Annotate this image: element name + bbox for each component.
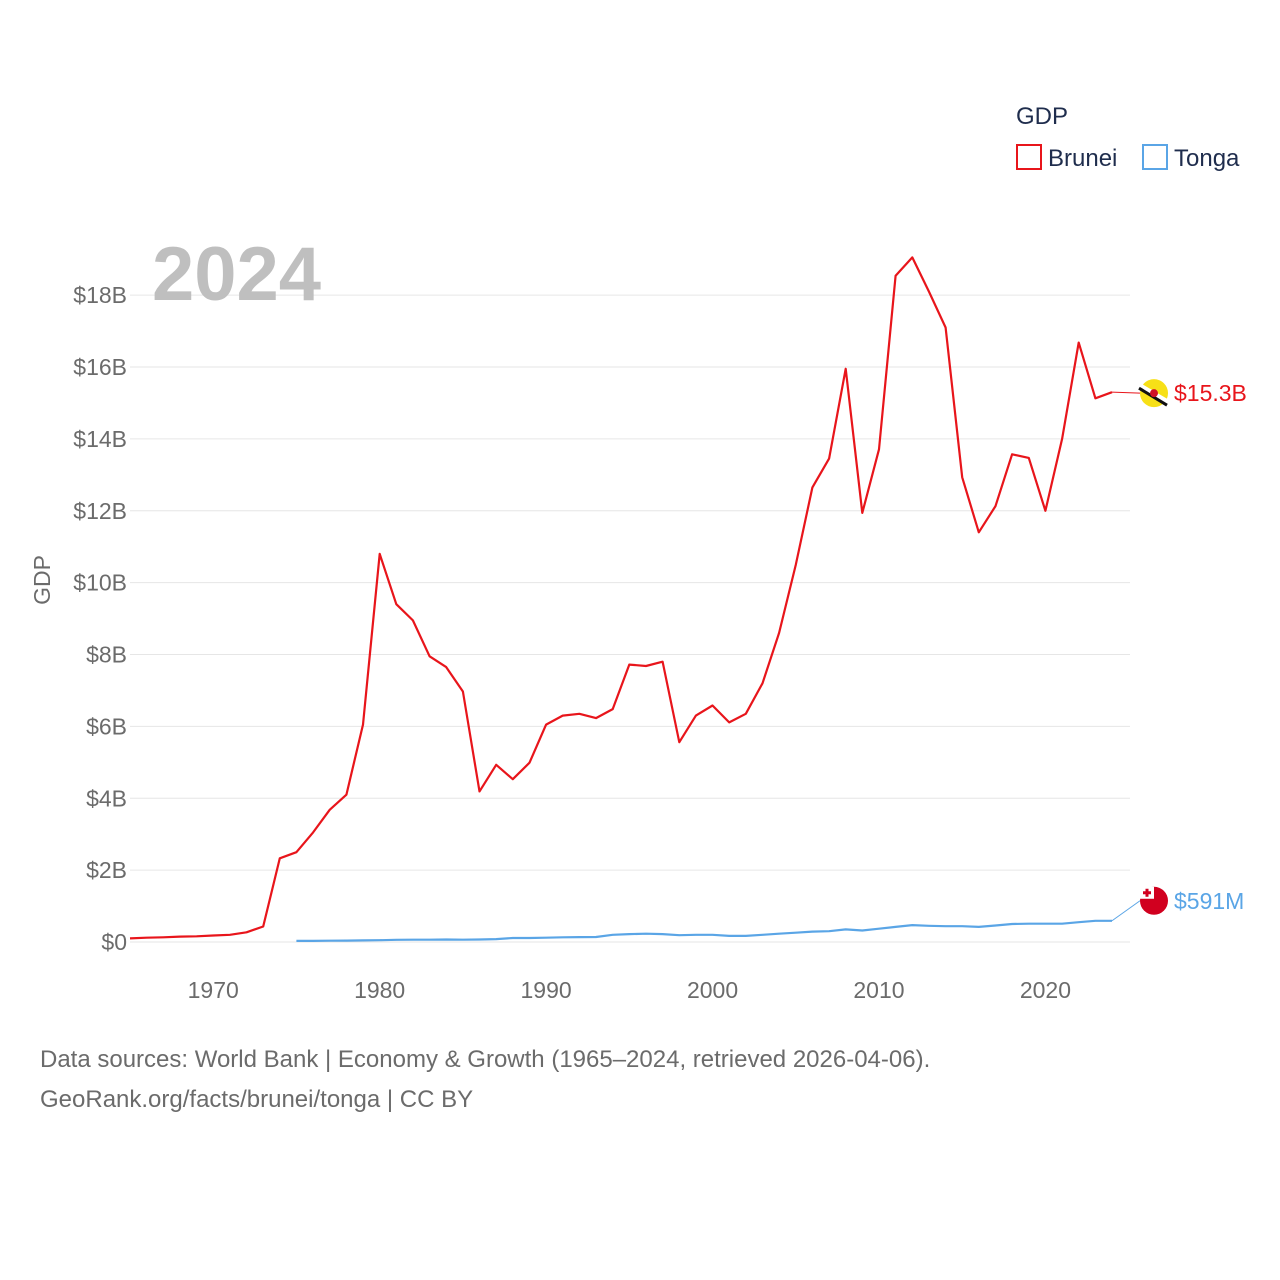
legend-item-brunei[interactable]: Brunei <box>1016 144 1117 172</box>
x-tick-label: 1980 <box>354 977 405 1003</box>
y-tick-label: $4B <box>86 785 127 811</box>
brunei-flag-icon <box>1137 379 1170 408</box>
y-tick-label: $0 <box>101 929 127 955</box>
x-axis-ticks: 1970 1980 1990 2000 2010 2020 <box>188 977 1071 1003</box>
y-tick-label: $6B <box>86 713 127 739</box>
legend[interactable]: GDP Brunei Tonga <box>1016 103 1240 172</box>
end-connector <box>1111 900 1141 922</box>
legend-label-tonga: Tonga <box>1174 145 1240 172</box>
y-tick-label: $12B <box>73 498 127 524</box>
series-layer <box>129 256 1113 943</box>
x-tick-label: 2010 <box>853 977 904 1003</box>
series-line-brunei <box>129 256 1113 940</box>
x-tick-label: 2020 <box>1020 977 1071 1003</box>
legend-swatch-brunei <box>1016 144 1042 170</box>
y-tick-label: $16B <box>73 354 127 380</box>
end-label-tonga: $591M <box>1174 888 1244 914</box>
x-tick-label: 1970 <box>188 977 239 1003</box>
end-connector <box>1111 391 1141 394</box>
y-tick-label: $10B <box>73 570 127 596</box>
year-watermark: 2024 <box>152 232 321 317</box>
legend-title: GDP <box>1016 103 1068 130</box>
y-axis-label: GDP <box>29 555 55 605</box>
source-line: Data sources: World Bank | Economy & Gro… <box>40 1046 931 1073</box>
gdp-line-chart: $0$2B$4B$6B$8B$10B$12B$14B$16B$18B 1970 1… <box>29 103 1247 1003</box>
y-tick-label: $2B <box>86 857 127 883</box>
x-tick-label: 2000 <box>687 977 738 1003</box>
y-axis-ticks: $0 $2B $4B $6B $8B $10B $12B $14B $16B $18B <box>73 282 127 955</box>
credit-line: GeoRank.org/facts/brunei/tonga | CC BY <box>40 1086 474 1113</box>
end-label-brunei: $15.3B <box>1174 380 1247 406</box>
grid-layer <box>130 294 1130 943</box>
legend-item-tonga[interactable]: Tonga <box>1142 144 1240 172</box>
legend-label-brunei: Brunei <box>1048 145 1117 172</box>
series-line-tonga <box>296 919 1112 943</box>
footer: Data sources: World Bank | Economy & Gro… <box>40 1040 930 1120</box>
y-tick-label: $18B <box>73 282 127 308</box>
tonga-flag-icon <box>1140 886 1168 915</box>
y-tick-label: $8B <box>86 642 127 668</box>
y-tick-label: $14B <box>73 426 127 452</box>
legend-swatch-tonga <box>1142 144 1168 170</box>
x-tick-label: 1990 <box>521 977 572 1003</box>
end-labels: $15.3B $591M <box>1111 379 1247 922</box>
